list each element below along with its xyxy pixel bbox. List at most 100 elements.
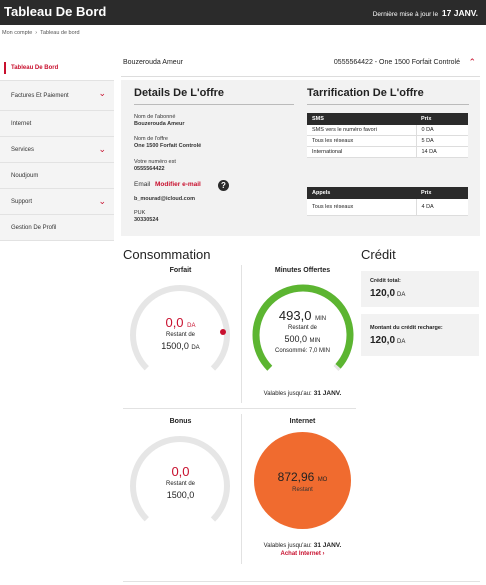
last-update: Dernière mise à jour le 17 JANV. <box>373 8 478 18</box>
table-header: Prix <box>416 113 468 125</box>
internet-validity: Valables jusqu'au: 31 JANV. <box>245 542 360 549</box>
credit-recharge-box: Montant du crédit recharge: 120,0 DA <box>361 314 479 356</box>
modify-email-link[interactable]: Modifier e-mail <box>155 181 201 188</box>
minutes-value-line: 493,0 MIN <box>245 308 360 323</box>
forfait-remaining-unit: DA <box>191 345 200 351</box>
credit-recharge-value: 120,0 <box>370 335 396 346</box>
credit-total-unit: DA <box>397 292 406 298</box>
sidebar-item-profile[interactable]: Gestion De Profil <box>0 215 114 241</box>
sidebar-item-internet[interactable]: Internet <box>0 111 114 137</box>
validity-date: 31 JANV. <box>313 542 342 549</box>
offer-name-field: Nom de l'offre One 1500 Forfait Controlé <box>134 136 201 150</box>
credit-total-box: Crédit total: 120,0 DA <box>361 271 479 307</box>
subscriber-value: Bouzerouda Ameur <box>134 121 185 127</box>
validity-date: 31 JANV. <box>313 390 342 397</box>
number-label: Votre numéro est <box>134 159 176 165</box>
bonus-remaining-label: Restant de <box>165 481 196 487</box>
sidebar-item-label: Support <box>11 198 33 205</box>
consumption-title: Consommation <box>123 247 211 262</box>
sidebar-item-support[interactable]: Support ⌄ <box>0 189 114 215</box>
puk-value: 30330524 <box>134 217 159 223</box>
minutes-remaining-unit: MIN <box>309 338 321 344</box>
gauge-track <box>130 285 230 385</box>
subscriber-label: Nom de l'abonné <box>134 114 176 120</box>
sidebar-item-label: Tableau De Bord <box>11 64 59 71</box>
sidebar-item-services[interactable]: Services ⌄ <box>0 137 114 163</box>
bonus-value-text: 0,0 <box>171 464 190 479</box>
minutes-title: Minutes Offertes <box>274 267 331 274</box>
forfait-card: Forfait 0,0 DA Restant de 1500,0 DA <box>123 263 238 403</box>
breadcrumb-item-account[interactable]: Mon compte <box>2 30 33 36</box>
table-row: International 14 DA <box>307 146 468 158</box>
offer-name-label: Nom de l'offre <box>134 136 168 142</box>
credit-total-value: 120,0 <box>370 288 396 299</box>
forfait-value: 0,0 <box>165 315 184 330</box>
last-update-label: Dernière mise à jour le <box>372 11 439 18</box>
divider <box>123 581 480 582</box>
subscriber-field: Nom de l'abonné Bouzerouda Ameur <box>134 114 185 128</box>
table-header: Prix <box>416 187 468 199</box>
bonus-title: Bonus <box>169 418 192 425</box>
calls-price-table: Appels Prix Tous les réseaux 4 DA <box>307 187 468 216</box>
gauge-fill <box>252 284 354 386</box>
internet-unit: MO <box>317 477 328 483</box>
table-cell: International <box>307 146 417 158</box>
divider <box>134 104 294 105</box>
sidebar-item-label: Gestion De Profil <box>11 224 57 231</box>
table-header: SMS <box>307 113 416 125</box>
bonus-remaining: 1500,0 <box>166 490 195 500</box>
sms-price-table: SMS Prix SMS vers le numéro favori 0 DA T… <box>307 113 468 158</box>
credit-title: Crédit <box>361 247 396 262</box>
divider <box>307 104 469 105</box>
minutes-remaining-label: Restant de <box>287 325 318 331</box>
forfait-gauge <box>130 285 230 385</box>
puk-field: PUK 30330524 <box>134 210 158 224</box>
internet-card: Internet 872,96 MO Restant Valables jusq… <box>245 414 360 564</box>
sidebar-item-label: Internet <box>11 120 32 127</box>
help-icon[interactable]: ? <box>218 180 229 191</box>
breadcrumb-separator-icon: › <box>35 30 38 36</box>
internet-usage-circle <box>254 432 351 529</box>
credit-recharge-label: Montant du crédit recharge: <box>370 325 443 331</box>
internet-title: Internet <box>289 418 316 425</box>
table-row: Tous les réseaux 4 DA <box>307 199 468 216</box>
puk-label: PUK <box>134 210 146 216</box>
sidebar-item-label: Noudjoum <box>11 172 39 179</box>
minutes-value: 493,0 <box>278 308 312 323</box>
last-update-date: 17 JANV. <box>441 8 478 18</box>
minutes-validity: Valables jusqu'au: 31 JANV. <box>245 390 360 397</box>
page-title: Tableau De Bord <box>4 4 107 19</box>
tarif-title: Tarrification De L'offre <box>307 87 424 99</box>
internet-value: 872,96 <box>277 470 315 484</box>
table-cell: 14 DA <box>416 146 468 158</box>
minutes-card: Minutes Offertes 493,0 MIN Restant de 50… <box>245 263 360 403</box>
offer-details-title: Details De L'offre <box>134 87 225 99</box>
chevron-right-icon: › <box>322 551 325 557</box>
top-bar: Tableau De Bord Dernière mise à jour le … <box>0 0 486 25</box>
credit-recharge-line: 120,0 DA <box>370 335 405 346</box>
credit-recharge-unit: DA <box>397 339 406 345</box>
number-field: Votre numéro est 0555564422 <box>134 159 176 173</box>
forfait-remaining-label: Restant de <box>165 332 196 338</box>
internet-value-line: 872,96 MO <box>245 470 360 484</box>
validity-label: Valables jusqu'au: <box>263 543 312 549</box>
sidebar-item-billing[interactable]: Factures Et Paiement ⌄ <box>0 81 114 111</box>
bonus-gauge <box>130 436 230 536</box>
chevron-down-icon: ⌄ <box>98 88 106 98</box>
minutes-consumed: Consommé: 7,0 MIN <box>274 348 331 354</box>
sidebar-item-dashboard[interactable]: Tableau De Bord <box>0 55 114 81</box>
sidebar-item-label: Services <box>11 146 35 153</box>
sidebar-item-noudjoum[interactable]: Noudjoum <box>0 163 114 189</box>
table-cell: Tous les réseaux <box>307 135 417 147</box>
gauge-indicator-dot <box>220 329 226 335</box>
credit-total-line: 120,0 DA <box>370 288 405 299</box>
divider <box>241 265 242 403</box>
account-selector[interactable]: Bouzerouda Ameur 0555564422 - One 1500 F… <box>121 55 480 77</box>
minutes-unit: MIN <box>315 316 327 322</box>
email-label: Email <box>134 181 151 188</box>
buy-internet-link[interactable]: Achat Internet › <box>245 551 360 557</box>
chevron-down-icon: ⌄ <box>98 144 106 154</box>
table-row: SMS vers le numéro favori 0 DA <box>307 125 468 136</box>
bonus-value: 0,0 <box>123 464 238 479</box>
offer-panel: Details De L'offre Tarrification De L'of… <box>121 80 480 236</box>
